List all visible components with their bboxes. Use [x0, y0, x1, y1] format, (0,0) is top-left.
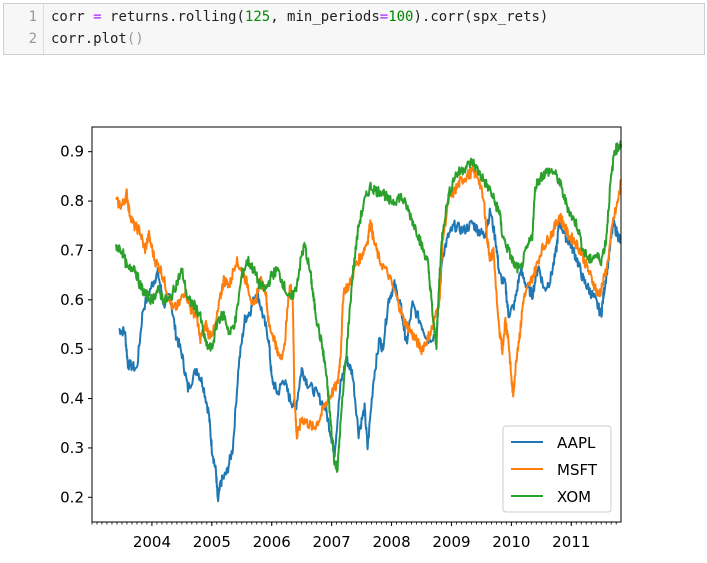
y-tick-label: 0.5	[60, 340, 84, 358]
code-number: 125	[244, 9, 271, 25]
plot-series-group	[115, 140, 622, 503]
x-tick-label: 2006	[253, 533, 291, 551]
code-operator: =	[379, 9, 389, 25]
x-tick-label: 2007	[313, 533, 351, 551]
code-paren: ()	[126, 31, 144, 47]
y-tick-label: 0.6	[60, 291, 84, 309]
y-tick-label: 0.3	[60, 439, 84, 457]
x-tick-label: 2008	[372, 533, 410, 551]
x-axis: 2004 2005 2006 2007 2008 2009 2010 2011	[91, 522, 617, 551]
y-tick-label: 0.2	[60, 488, 84, 506]
code-line-1[interactable]: corr = returns.rolling(125, min_periods=…	[51, 6, 548, 28]
line-number: 2	[28, 31, 37, 47]
y-tick-label: 0.8	[60, 192, 84, 210]
y-axis: 0.2 0.3 0.4 0.5 0.6 0.7 0.8 0.9	[60, 143, 92, 506]
y-tick-label: 0.7	[60, 241, 84, 259]
code-operator: =	[93, 9, 102, 25]
y-tick-label: 0.9	[60, 143, 84, 161]
legend-label-msft: MSFT	[557, 461, 598, 479]
series-line-xom	[115, 140, 622, 473]
line-number-gutter: 1 2	[4, 4, 44, 54]
code-token: corr	[51, 9, 94, 25]
y-tick-label: 0.4	[60, 390, 84, 408]
legend: AAPL MSFT XOM	[502, 425, 612, 513]
code-token: , min_periods	[270, 9, 380, 25]
series-line-aapl	[118, 207, 622, 503]
legend-label-xom: XOM	[557, 488, 591, 506]
x-tick-label: 2010	[492, 533, 530, 551]
code-line-2[interactable]: corr.plot()	[51, 28, 144, 50]
legend-box	[502, 425, 612, 513]
line-number: 1	[28, 9, 37, 25]
code-cell[interactable]: 1 2 corr = returns.rolling(125, min_peri…	[3, 3, 705, 55]
code-token: corr.plot	[51, 31, 127, 47]
x-tick-label: 2009	[432, 533, 470, 551]
legend-label-aapl: AAPL	[557, 434, 596, 452]
code-number: 100	[388, 9, 414, 25]
x-tick-label: 2011	[552, 533, 590, 551]
x-tick-label: 2005	[193, 533, 231, 551]
code-token: returns.rolling(	[101, 9, 245, 25]
code-token: ).corr(spx_rets)	[413, 9, 549, 25]
x-tick-label: 2004	[133, 533, 171, 551]
